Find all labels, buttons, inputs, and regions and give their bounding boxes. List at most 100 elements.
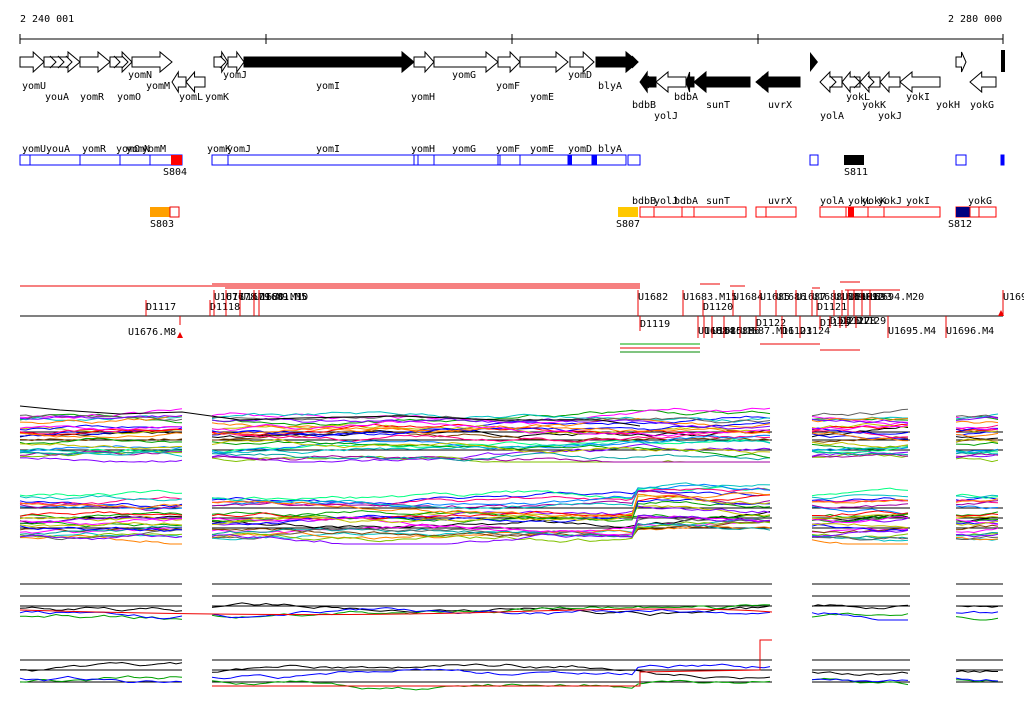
gene-arrow-yokI [899, 70, 941, 94]
panel-ratio-1 [19, 583, 1003, 621]
gene-arrow-yomJ [227, 50, 245, 74]
expression-line [811, 513, 909, 523]
feature-label-bottom: D1119 [640, 319, 670, 330]
feature-label-top: U1694.M20 [870, 292, 924, 303]
expression-line [812, 510, 909, 518]
lower-track-segment [867, 206, 885, 218]
expression-line [955, 438, 999, 443]
panel-expression-2 [19, 482, 1003, 545]
expression-line [19, 415, 183, 425]
expression-line [955, 500, 999, 506]
feature-label-top: D1117 [146, 302, 176, 313]
lower-track-segment [693, 206, 747, 218]
gene-label-uvrX: uvrX [768, 100, 792, 111]
gene-label-sunT: sunT [706, 100, 730, 111]
gene-chevron [219, 55, 227, 69]
upper-track-segment [211, 154, 415, 166]
expression-line [811, 408, 909, 417]
gene-label-yomJ: yomJ [223, 70, 247, 81]
lower-track-segment [639, 206, 655, 218]
feature-label-top: U1678 [226, 292, 256, 303]
feature-label-bottom: U1686 [724, 326, 754, 337]
upper-track-label-yomM: yomM [142, 144, 166, 155]
expression-line [211, 452, 771, 462]
expression-line [19, 415, 183, 422]
expression-line [811, 429, 909, 439]
gene-chevron [49, 55, 57, 69]
expression-line [211, 518, 771, 541]
lower-track-label-uvrX: uvrX [768, 196, 792, 207]
expression-line [955, 670, 998, 673]
upper-track-label-yomJ: yomJ [227, 144, 251, 155]
expression-line [19, 502, 183, 510]
feature-label-top: U1688 [812, 292, 842, 303]
expression-line [211, 438, 771, 454]
site-label-S811: S811 [844, 167, 868, 178]
expression-line [811, 678, 909, 683]
feature-label-top: U1682 [638, 292, 668, 303]
gene-arrow-yomR [79, 50, 111, 74]
lower-track-label-bdbB: bdbB [632, 196, 656, 207]
probe-feature-track: D1117U1676.M8D1118U1677U1678U1679.M9U168… [20, 281, 1024, 353]
expression-line [211, 482, 771, 510]
feature-marker [177, 332, 183, 338]
ruler-start-label: 2 240 001 [20, 14, 74, 25]
expression-line [19, 516, 183, 525]
expression-line [19, 432, 183, 439]
upper-track-label-yomU: yomU [22, 144, 46, 155]
expression-line [811, 604, 909, 610]
lower-track-label-yokI: yokI [906, 196, 930, 207]
expression-line [211, 439, 771, 454]
expression-line [955, 518, 999, 525]
expression-line [811, 418, 909, 424]
expression-line [19, 518, 183, 526]
feature-label-bottom: U1684 [704, 326, 734, 337]
gene-label-yolJ: yolJ [654, 111, 678, 122]
expression-line [19, 675, 183, 684]
expression-line [211, 411, 771, 423]
feature-marker [998, 310, 1004, 316]
expression-line [955, 533, 999, 538]
ruler-end-label: 2 280 000 [948, 14, 1002, 25]
expression-line [19, 533, 183, 541]
expression-line [19, 415, 183, 420]
expression-line [955, 499, 999, 504]
site-label-S807: S807 [616, 219, 640, 230]
expression-line [811, 417, 909, 423]
upper-track-block [1001, 155, 1004, 165]
gene-arrow-yomD [569, 50, 595, 74]
expression-line [19, 425, 183, 431]
feature-label-bottom: D1128 [846, 316, 876, 327]
expression-line [20, 661, 183, 672]
ratio-line [19, 608, 773, 616]
expression-line [811, 450, 909, 456]
gene-arrow-bdbA [685, 71, 695, 93]
expression-line [811, 671, 909, 676]
expression-line [955, 416, 999, 421]
expression-line [811, 612, 909, 618]
upper-track-segment [955, 154, 967, 166]
lower-track-segment [755, 206, 767, 218]
gene-arrow-yomI [243, 50, 415, 74]
expression-line [19, 525, 183, 532]
feature-label-top: U1690 [842, 292, 872, 303]
lower-track-label-yokJ: yokJ [878, 196, 902, 207]
feature-label-bottom: D1122 [756, 318, 786, 329]
feature-label-top: U1689 [834, 292, 864, 303]
expression-line [955, 520, 999, 526]
upper-track-segment [809, 154, 819, 166]
expression-line [955, 453, 999, 458]
gene-arrow-yokL [841, 70, 861, 94]
feature-label-bottom: D1127 [840, 316, 870, 327]
expression-line [955, 677, 999, 682]
expression-line [955, 494, 999, 499]
expression-line [811, 497, 909, 503]
expression-line [955, 457, 999, 463]
gene-label-yomU: yomU [22, 81, 46, 92]
expression-line [211, 431, 771, 443]
expression-line [211, 505, 771, 526]
feature-label-bottom: D1123 [782, 326, 812, 337]
feature-label-top: U1680.M10 [254, 292, 308, 303]
feature-label-top: U1677 [214, 292, 244, 303]
